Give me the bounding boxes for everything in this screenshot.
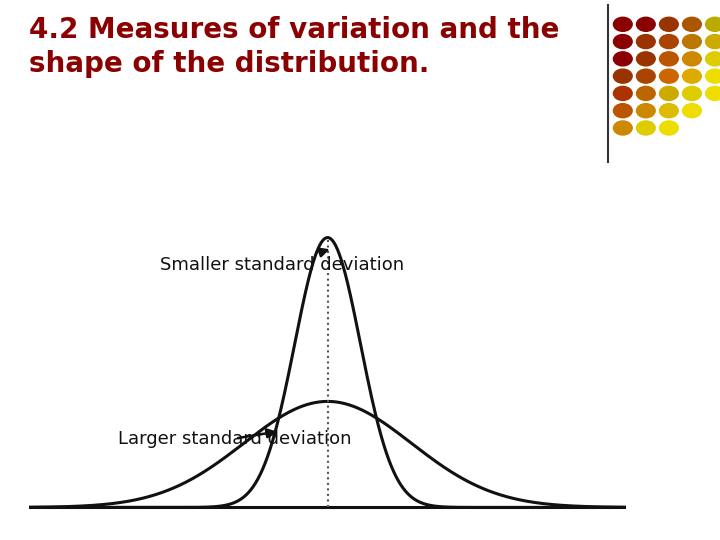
Text: Larger standard deviation: Larger standard deviation (118, 429, 352, 448)
Text: Smaller standard deviation: Smaller standard deviation (161, 249, 405, 274)
Text: 4.2 Measures of variation and the
shape of the distribution.: 4.2 Measures of variation and the shape … (29, 16, 559, 78)
